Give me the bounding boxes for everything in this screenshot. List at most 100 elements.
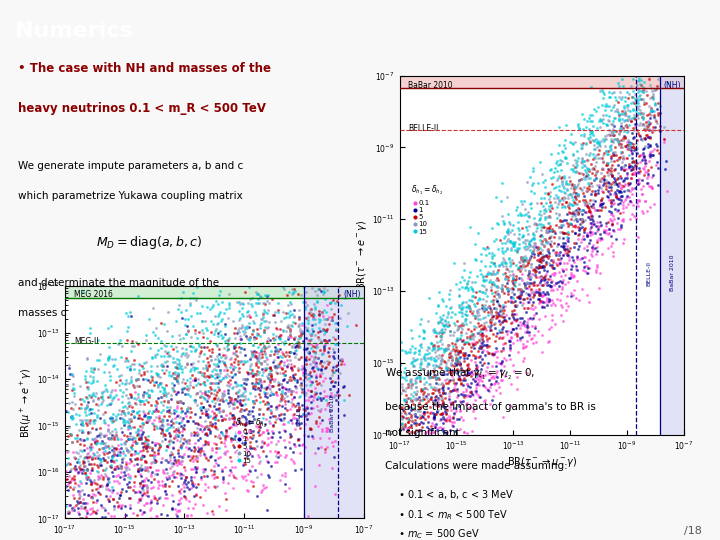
Point [460, 298, 472, 306]
Point [513, 258, 525, 267]
Point [67, 414, 78, 422]
Point [492, 281, 503, 290]
Point [502, 279, 513, 287]
Point [103, 433, 114, 442]
Point [329, 335, 341, 344]
Point [633, 196, 644, 205]
Point [480, 318, 492, 327]
Point [246, 372, 258, 380]
Point [512, 293, 523, 301]
Point [212, 329, 224, 338]
Point [78, 503, 90, 512]
Point [453, 291, 464, 299]
Point [500, 274, 511, 283]
Point [616, 148, 627, 157]
Point [627, 139, 639, 148]
Point [582, 156, 594, 164]
Point [470, 288, 482, 296]
Point [323, 434, 335, 442]
Point [473, 336, 485, 345]
Point [539, 205, 551, 214]
Point [169, 370, 181, 379]
Point [304, 306, 315, 314]
Point [425, 429, 436, 437]
Point [413, 393, 425, 401]
Point [313, 306, 325, 315]
Point [531, 224, 543, 233]
Point [516, 300, 528, 309]
Point [213, 502, 225, 510]
Point [89, 409, 100, 417]
Point [480, 305, 492, 313]
Point [400, 398, 412, 407]
Point [611, 193, 622, 201]
Point [554, 251, 565, 259]
Point [63, 447, 74, 455]
Point [132, 465, 144, 474]
Point [169, 504, 181, 513]
Point [160, 465, 171, 474]
Point [158, 431, 170, 440]
Point [406, 334, 418, 343]
Point [533, 268, 544, 277]
Point [192, 388, 203, 397]
Point [441, 362, 452, 370]
Point [328, 310, 340, 319]
Point [490, 314, 501, 322]
Text: BaBar 2010: BaBar 2010 [408, 81, 453, 90]
Point [77, 466, 89, 475]
Point [597, 165, 608, 173]
Point [498, 288, 510, 297]
Point [231, 394, 243, 403]
Point [639, 158, 651, 167]
Point [464, 223, 476, 232]
Point [603, 182, 615, 191]
Point [405, 375, 417, 383]
Point [445, 386, 456, 395]
Point [130, 395, 142, 403]
Point [81, 435, 93, 443]
Point [194, 451, 205, 460]
Point [399, 421, 410, 430]
Point [95, 400, 107, 408]
Point [590, 107, 601, 116]
Point [441, 322, 453, 330]
Point [130, 338, 142, 346]
Point [317, 376, 328, 385]
Point [289, 361, 300, 370]
Point [318, 325, 330, 334]
Point [602, 178, 613, 187]
Point [494, 333, 505, 341]
Point [464, 392, 475, 401]
Point [77, 428, 89, 436]
Point [323, 358, 335, 367]
Point [198, 394, 210, 403]
Point [77, 288, 89, 296]
Point [176, 350, 187, 359]
Point [486, 224, 498, 233]
Point [112, 451, 123, 460]
Point [480, 296, 491, 305]
Point [567, 212, 578, 220]
Point [652, 111, 664, 119]
Point [431, 397, 442, 406]
Point [186, 480, 198, 489]
Point [252, 290, 264, 299]
Point [222, 300, 234, 309]
Point [439, 393, 451, 402]
Point [148, 448, 160, 457]
Point [222, 335, 233, 344]
Point [554, 276, 566, 285]
Point [325, 388, 337, 397]
Point [253, 299, 264, 308]
Point [63, 361, 74, 369]
Point [82, 428, 94, 436]
Point [508, 325, 519, 333]
Point [188, 366, 199, 374]
Text: We generate impute parameters a, b and c: We generate impute parameters a, b and c [18, 160, 243, 171]
Point [84, 443, 95, 451]
Point [605, 198, 616, 206]
Point [271, 325, 282, 334]
Point [496, 239, 508, 247]
Point [152, 465, 163, 474]
